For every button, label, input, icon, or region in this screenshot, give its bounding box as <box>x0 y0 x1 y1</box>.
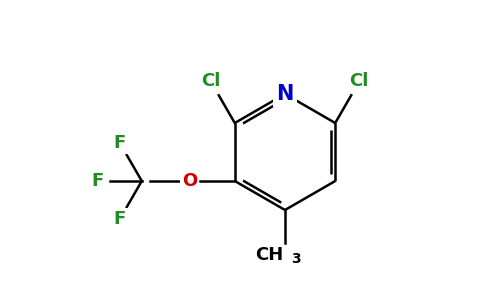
Text: F: F <box>114 210 126 228</box>
Text: CH: CH <box>255 246 283 264</box>
Text: F: F <box>91 172 104 190</box>
Text: O: O <box>182 172 197 190</box>
Text: Cl: Cl <box>349 72 369 90</box>
Text: 3: 3 <box>291 252 301 266</box>
Text: N: N <box>276 84 294 104</box>
Text: Cl: Cl <box>201 72 220 90</box>
Text: F: F <box>114 134 126 152</box>
